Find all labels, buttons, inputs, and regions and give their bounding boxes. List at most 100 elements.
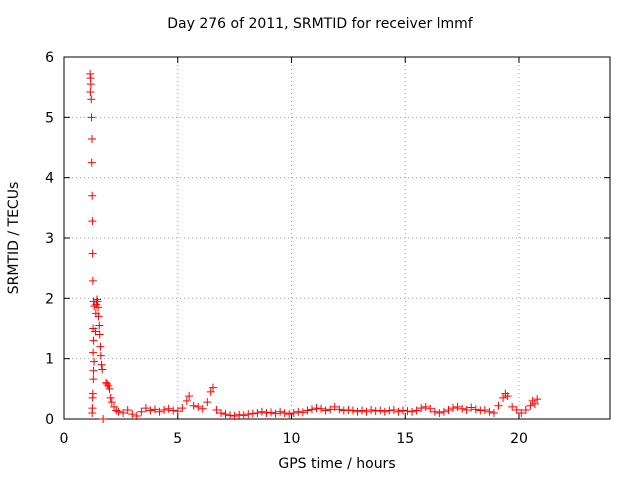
data-point	[326, 405, 335, 414]
data-point	[90, 302, 99, 311]
x-axis-label: GPS time / hours	[278, 456, 396, 472]
data-point	[88, 393, 97, 402]
data-point	[88, 249, 97, 258]
data-point	[87, 135, 96, 144]
data-point	[276, 407, 285, 416]
data-point	[330, 402, 339, 411]
data-point	[462, 405, 471, 414]
data-point	[98, 365, 107, 374]
data-point	[421, 402, 430, 411]
data-point	[517, 408, 526, 417]
data-point	[87, 158, 96, 167]
data-point	[485, 407, 494, 416]
data-point	[132, 411, 141, 420]
data-point	[335, 405, 344, 414]
data-point	[209, 383, 218, 392]
data-point	[151, 405, 159, 414]
data-point	[123, 405, 132, 414]
y-axis-label: SRMTID / TECUs	[6, 181, 22, 295]
data-point	[339, 406, 348, 415]
data-point	[430, 407, 439, 416]
data-point	[119, 408, 128, 417]
data-point	[89, 348, 98, 357]
x-tick-label: 5	[173, 431, 182, 447]
data-point	[389, 405, 398, 414]
data-point	[521, 405, 530, 414]
data-point	[267, 408, 276, 417]
data-point	[89, 336, 98, 345]
data-point	[95, 321, 104, 330]
data-point	[216, 408, 225, 417]
data-point	[412, 406, 421, 415]
data-point	[88, 191, 97, 200]
data-point	[110, 402, 119, 411]
data-point	[280, 408, 289, 417]
data-point	[107, 398, 116, 407]
data-point	[499, 393, 508, 402]
data-point	[307, 405, 316, 414]
data-point	[508, 402, 517, 411]
ticks: 0 5 10 15 20 0 1 2 3 4 5 6	[45, 50, 610, 447]
y-tick-label: 0	[45, 412, 54, 428]
data-point	[317, 404, 326, 413]
y-tick-label: 3	[45, 231, 54, 247]
data-point	[189, 401, 198, 410]
data-point	[449, 404, 458, 413]
data-point	[489, 408, 498, 417]
data-point	[185, 392, 194, 401]
data-point	[114, 407, 123, 416]
data-point	[494, 401, 503, 410]
data-point	[88, 217, 97, 226]
data-point	[530, 399, 539, 408]
data-point	[298, 408, 307, 417]
data-point	[178, 404, 187, 413]
data-point	[467, 403, 476, 412]
data-point	[112, 406, 121, 415]
data-point	[533, 395, 542, 404]
data-point	[96, 342, 105, 351]
data-point	[95, 330, 104, 339]
y-tick-label: 1	[45, 352, 54, 368]
data-point	[89, 366, 98, 375]
y-tick-label: 5	[45, 110, 54, 126]
data-point	[321, 406, 330, 415]
data-point	[96, 351, 105, 360]
data-point	[212, 405, 221, 414]
data-point	[221, 410, 230, 419]
x-tick-label: 10	[283, 431, 301, 447]
data-point	[137, 407, 146, 416]
data-point	[344, 405, 353, 414]
data-point	[206, 387, 215, 396]
y-tick-label: 6	[45, 50, 54, 66]
data-point	[97, 360, 106, 369]
data-point	[439, 407, 448, 416]
data-point	[353, 407, 362, 416]
data-point	[394, 407, 403, 416]
data-point	[453, 402, 462, 411]
data-point	[289, 408, 298, 417]
data-point	[285, 410, 294, 419]
data-point	[89, 375, 98, 384]
data-point	[86, 80, 95, 89]
data-point	[367, 405, 376, 414]
data-point	[380, 407, 389, 416]
data-point	[385, 406, 394, 415]
data-point	[141, 404, 150, 413]
data-point	[87, 113, 96, 122]
data-point	[408, 407, 417, 416]
data-point	[169, 406, 178, 415]
data-point	[203, 398, 212, 407]
data-point	[253, 408, 262, 417]
y-tick-label: 2	[45, 291, 54, 307]
data-point	[526, 401, 535, 410]
data-point	[91, 327, 100, 336]
data-point	[194, 402, 203, 411]
data-point	[435, 408, 444, 417]
data-point	[398, 406, 407, 415]
data-point	[90, 357, 99, 366]
data-point	[303, 406, 312, 415]
y-tick-label: 4	[45, 171, 54, 187]
data-point	[362, 407, 371, 416]
data-point	[155, 407, 164, 416]
